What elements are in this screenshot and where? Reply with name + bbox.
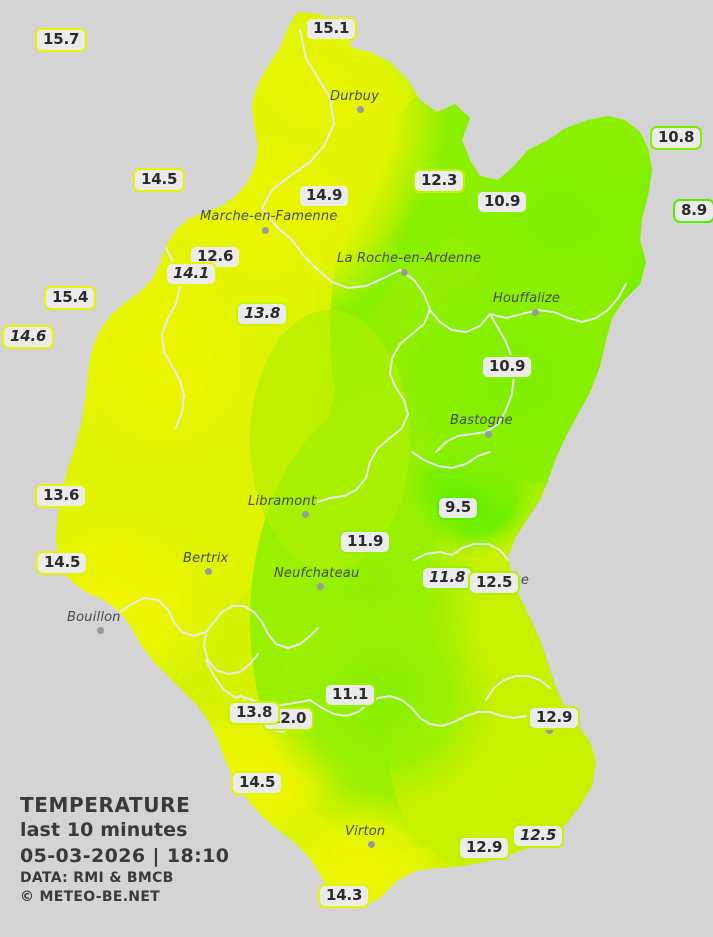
city-marker-dot — [262, 227, 269, 234]
temperature-badge[interactable]: 12.9 — [528, 706, 581, 730]
temperature-badge[interactable]: 14.6 — [2, 325, 55, 349]
city-label: Virton — [345, 824, 386, 839]
temperature-badge[interactable]: 14.1 — [165, 262, 218, 286]
city-label: Bastogne — [450, 413, 513, 428]
city-marker-dot — [97, 627, 104, 634]
city-label: Bouillon — [67, 610, 121, 625]
city-label: Houffalize — [493, 291, 561, 306]
city-label: Marche-en-Famenne — [200, 209, 338, 224]
city-marker-dot — [546, 727, 553, 734]
city-marker-dot — [205, 568, 212, 575]
city-marker-dot — [302, 511, 309, 518]
temperature-badge[interactable]: 11.9 — [339, 530, 392, 554]
temperature-badge[interactable]: 12.6 — [189, 245, 242, 269]
temperature-badge[interactable]: 12.9 — [458, 836, 511, 860]
temperature-badge[interactable]: 15.4 — [44, 286, 97, 310]
temperature-badge[interactable]: 13.8 — [236, 302, 289, 326]
city-label: Neufchateau — [274, 566, 360, 581]
city-label: Durbuy — [330, 89, 379, 104]
temperature-badge[interactable]: 13.8 — [228, 701, 281, 725]
temperature-badge[interactable]: 12.3 — [413, 169, 466, 193]
temperature-badge[interactable]: 10.8 — [650, 126, 703, 150]
temperature-badge[interactable]: 12.5 — [468, 571, 521, 595]
temperature-badge[interactable]: 14.9 — [298, 184, 351, 208]
temperature-badge[interactable]: 8.9 — [673, 199, 713, 223]
temperature-badge[interactable]: 9.5 — [437, 496, 479, 520]
temperature-badge[interactable]: 15.7 — [35, 28, 88, 52]
legend-source: DATA: RMI & BMCB — [20, 870, 174, 886]
temperature-badge[interactable]: 14.5 — [36, 551, 89, 575]
map-legend: TEMPERATURE last 10 minutes 05-03-2026 |… — [20, 793, 229, 907]
city-marker-dot — [368, 841, 375, 848]
temperature-badge[interactable]: 14.5 — [133, 168, 186, 192]
city-marker-dot — [485, 431, 492, 438]
legend-period: last 10 minutes — [20, 819, 188, 841]
temperature-badge[interactable]: 11.1 — [324, 683, 377, 707]
temperature-badge[interactable]: 11.8 — [421, 566, 474, 590]
legend-datetime: 05-03-2026 | 18:10 — [20, 845, 230, 867]
city-marker-dot — [317, 583, 324, 590]
city-label: La Roche-en-Ardenne — [337, 251, 482, 266]
city-label: Bertrix — [183, 551, 229, 566]
river-network — [119, 29, 627, 733]
city-marker-dot — [401, 269, 408, 276]
city-label: Libramont — [248, 494, 317, 509]
temperature-badge[interactable]: 13.6 — [35, 484, 88, 508]
temperature-badge[interactable]: 12.5 — [512, 824, 565, 848]
temperature-badge[interactable]: 10.9 — [476, 190, 529, 214]
city-marker-dot — [532, 309, 539, 316]
temperature-badge[interactable]: 10.9 — [481, 355, 534, 379]
legend-title: TEMPERATURE — [20, 793, 191, 817]
temperature-badge[interactable]: 15.1 — [305, 17, 358, 41]
temperature-badge[interactable]: 14.3 — [318, 884, 371, 908]
temperature-badge[interactable]: 14.5 — [231, 771, 284, 795]
legend-copyright: © METEO-BE.NET — [20, 889, 161, 905]
city-marker-dot — [357, 106, 364, 113]
